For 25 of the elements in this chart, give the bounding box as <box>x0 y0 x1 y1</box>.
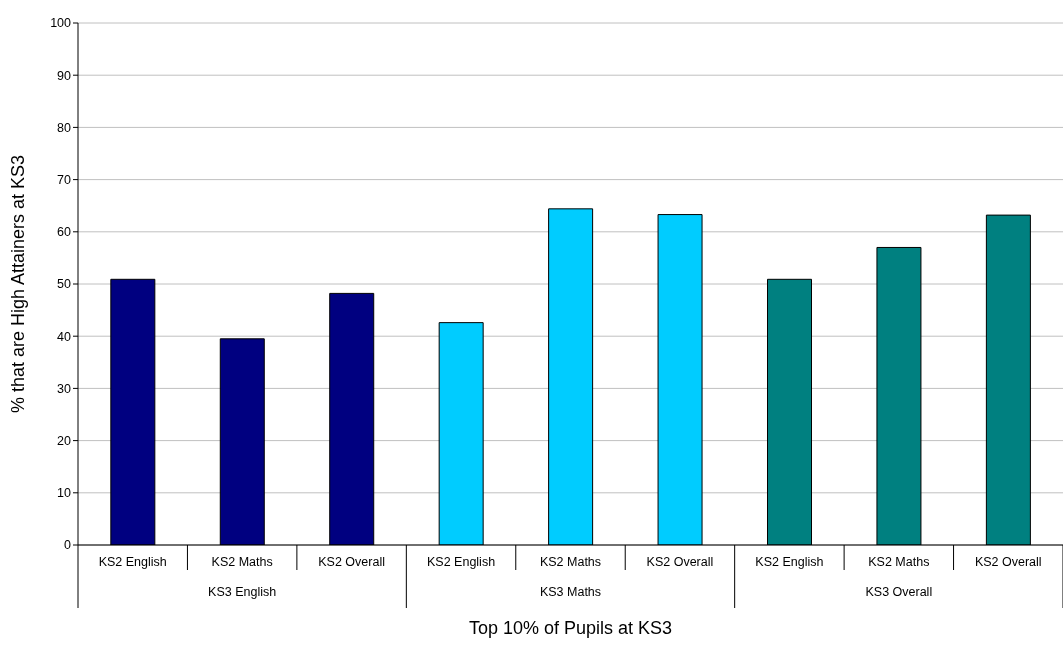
y-tick-label: 10 <box>57 486 72 501</box>
x-tick-label: KS2 Overall <box>318 555 385 569</box>
y-tick-label: 60 <box>57 225 72 240</box>
y-tick-label: 50 <box>57 277 72 292</box>
y-tick-label: 90 <box>57 68 72 83</box>
y-tick-label: 100 <box>50 16 72 31</box>
y-tick-label: 20 <box>57 434 72 449</box>
y-tick-label: 80 <box>57 120 72 135</box>
x-tick-label: KS2 Overall <box>974 555 1042 569</box>
x-tick-label: KS2 Maths <box>539 555 602 569</box>
text: KS3 Overall <box>865 585 933 599</box>
y-axis-title: % that are High Attainers at KS3 <box>8 154 29 414</box>
x-axis-title: Top 10% of Pupils at KS3 <box>468 618 673 638</box>
y-tick-label: 40 <box>57 329 72 344</box>
x-tick-label: KS2 Maths <box>868 555 930 569</box>
x-tick-label: KS2 English <box>98 555 167 569</box>
y-tick-label: 70 <box>57 173 72 188</box>
x-tick-label: KS2 Overall <box>646 555 714 569</box>
text: KS3 Maths <box>539 585 602 599</box>
y-tick-label: 30 <box>57 381 72 396</box>
text: KS3 English <box>208 585 277 599</box>
x-tick-label: KS2 English <box>427 555 496 569</box>
y-tick-label: 0 <box>64 538 72 553</box>
x-tick-label: KS2 Maths <box>211 555 273 569</box>
x-tick-label: KS2 English <box>755 555 824 569</box>
